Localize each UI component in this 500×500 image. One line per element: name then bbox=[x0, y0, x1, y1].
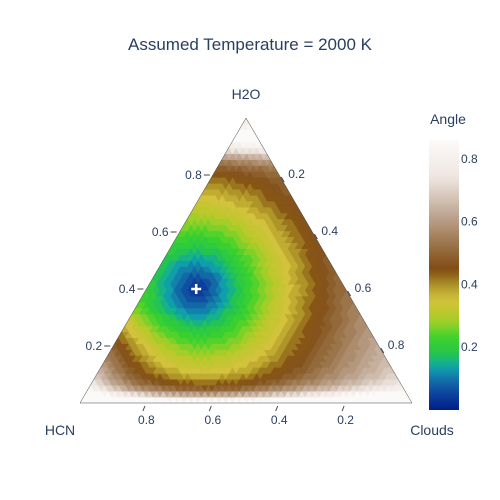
clouds-tick-mark bbox=[313, 233, 318, 240]
hcn-tick-label: 0.8 bbox=[138, 413, 155, 427]
hcn-tick-label: 0.6 bbox=[204, 413, 221, 427]
axis-title-hcn: HCN bbox=[45, 422, 75, 438]
ternary-ticks: 0.2 0.4 0.6 0.8 0.8 0.6 0.4 0.2 0.2 0.4 0.6 0.8 bbox=[86, 167, 405, 427]
colorbar bbox=[429, 140, 459, 410]
ternary-plot-area[interactable] bbox=[80, 118, 412, 403]
chart-title: Assumed Temperature = 2000 K bbox=[128, 35, 373, 54]
clouds-tick-label: 0.2 bbox=[288, 167, 305, 181]
axis-title-clouds: Clouds bbox=[410, 422, 454, 438]
colorbar-ticks: 0.2 0.4 0.6 0.8 bbox=[461, 152, 478, 354]
clouds-tick-label: 0.8 bbox=[388, 338, 405, 352]
colorbar-tick-label: 0.8 bbox=[461, 152, 478, 166]
colorbar-title: Angle bbox=[430, 111, 466, 127]
h2o-tick-label: 0.4 bbox=[119, 282, 136, 296]
colorbar-tick-label: 0.4 bbox=[461, 277, 478, 291]
clouds-tick-mark bbox=[380, 347, 385, 354]
ternary-outline bbox=[79, 117, 413, 404]
hcn-tick-mark bbox=[142, 405, 146, 412]
hcn-tick-mark bbox=[275, 405, 279, 412]
clouds-tick-label: 0.6 bbox=[355, 281, 372, 295]
colorbar-tick-label: 0.6 bbox=[461, 215, 478, 229]
clouds-tick-mark bbox=[280, 176, 285, 183]
hcn-tick-mark bbox=[208, 405, 212, 412]
axis-title-h2o: H2O bbox=[232, 86, 261, 102]
clouds-tick-mark bbox=[347, 290, 352, 297]
colorbar-tick-label: 0.2 bbox=[461, 340, 478, 354]
hcn-tick-mark bbox=[341, 405, 345, 412]
hcn-tick-label: 0.2 bbox=[337, 413, 354, 427]
clouds-tick-label: 0.4 bbox=[321, 224, 338, 238]
hcn-tick-label: 0.4 bbox=[271, 413, 288, 427]
h2o-tick-label: 0.8 bbox=[185, 168, 202, 182]
minimum-cross-marker bbox=[191, 284, 202, 294]
h2o-tick-label: 0.6 bbox=[152, 225, 169, 239]
h2o-tick-label: 0.2 bbox=[86, 339, 103, 353]
contour-cell bbox=[242, 118, 250, 125]
